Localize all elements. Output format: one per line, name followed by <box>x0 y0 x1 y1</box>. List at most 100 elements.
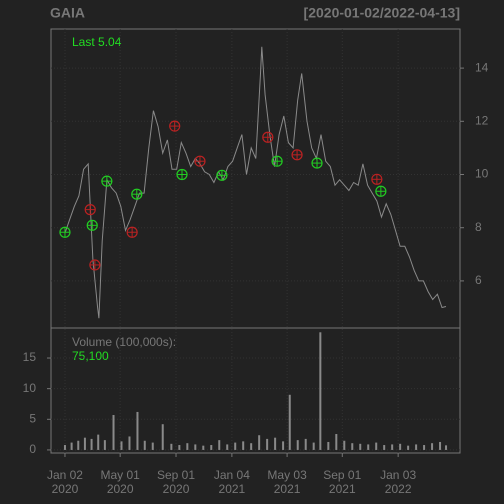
date-range: [2020-01-02/2022-04-13] <box>304 5 460 21</box>
y-tick-label: 6 <box>475 273 482 287</box>
volume-bar <box>83 437 86 450</box>
volume-bar <box>202 445 205 450</box>
x-tick-year: 2020 <box>163 482 190 496</box>
x-tick-label: Sep 01 <box>157 468 195 482</box>
volume-bar <box>143 440 146 450</box>
signal-marker <box>131 188 143 200</box>
volume-bar <box>266 438 269 450</box>
volume-bar <box>226 444 229 450</box>
x-tick-year: 2020 <box>107 482 134 496</box>
volume-bar <box>399 443 402 450</box>
volume-bar <box>367 444 370 450</box>
volume-bar <box>439 441 442 450</box>
x-tick-label: Sep 01 <box>323 468 361 482</box>
volume-bar <box>210 445 213 450</box>
volume-bar <box>77 440 80 450</box>
x-tick-year: 2022 <box>385 482 412 496</box>
signal-marker <box>194 155 206 167</box>
volume-bar <box>161 424 164 450</box>
volume-bar <box>90 438 93 450</box>
signal-marker <box>169 120 181 132</box>
volume-bar <box>242 441 245 450</box>
signal-marker <box>311 157 323 169</box>
y-tick-label: 15 <box>23 350 37 364</box>
volume-bar <box>288 394 291 450</box>
price-line <box>64 46 447 319</box>
y-tick-label: 8 <box>475 220 482 234</box>
volume-bar <box>415 444 418 450</box>
volume-bar <box>250 443 253 450</box>
y-tick-label: 14 <box>475 60 489 74</box>
signal-marker <box>126 226 138 238</box>
y-tick-label: 10 <box>475 167 489 181</box>
signal-marker <box>216 169 228 181</box>
signal-marker <box>271 155 283 167</box>
volume-bar <box>431 443 434 450</box>
volume-bar <box>128 436 131 450</box>
volume-bar <box>186 443 189 450</box>
volume-bar <box>136 411 139 450</box>
last-price: Last 5.04 <box>72 35 122 49</box>
volume-bar <box>112 415 115 450</box>
x-tick-year: 2021 <box>219 482 246 496</box>
volume-bar <box>218 440 221 450</box>
volume-bar <box>351 443 354 450</box>
x-tick-label: May 01 <box>100 468 140 482</box>
x-tick-year: 2020 <box>52 482 79 496</box>
volume-bar <box>423 445 426 450</box>
signal-marker <box>176 168 188 181</box>
x-tick-label: May 03 <box>267 468 307 482</box>
volume-bar <box>327 441 330 450</box>
volume-bar <box>383 445 386 450</box>
volume-bar <box>391 444 394 450</box>
price-panel <box>50 28 461 329</box>
volume-bar <box>170 443 173 450</box>
volume-bar <box>258 435 261 450</box>
signal-marker <box>262 131 274 143</box>
volume-title: Volume (100,000s): <box>72 335 176 349</box>
signal-marker <box>291 149 303 161</box>
signal-marker <box>375 185 387 197</box>
x-tick-year: 2021 <box>274 482 301 496</box>
signal-marker <box>86 219 98 231</box>
volume-bar <box>178 445 181 450</box>
volume-bar <box>274 437 277 450</box>
signal-marker <box>59 226 71 238</box>
signal-marker <box>101 175 113 187</box>
volume-bar <box>70 442 73 450</box>
signal-marker <box>84 204 96 216</box>
signal-marker <box>89 259 101 271</box>
y-tick-label: 12 <box>475 113 489 127</box>
x-tick-label: Jan 02 <box>47 468 83 482</box>
volume-bar <box>194 444 197 450</box>
volume-panel <box>50 327 461 454</box>
volume-bar <box>151 442 154 450</box>
y-tick-label: 10 <box>23 381 37 395</box>
signal-marker <box>371 173 383 185</box>
volume-bar <box>304 438 307 450</box>
volume-bar <box>296 440 299 450</box>
volume-bar <box>335 434 338 450</box>
volume-bar <box>407 445 410 450</box>
volume-bar <box>312 442 315 450</box>
volume-bar <box>63 445 66 450</box>
volume-bar <box>445 445 448 450</box>
volume-last: 75,100 <box>72 349 109 363</box>
chart-title: GAIA <box>50 5 85 21</box>
x-tick-label: Jan 03 <box>380 468 416 482</box>
y-tick-label: 5 <box>29 411 36 425</box>
volume-bar <box>282 441 285 450</box>
y-tick-label: 0 <box>29 442 36 456</box>
volume-bar <box>97 434 100 450</box>
volume-bar <box>375 442 378 450</box>
volume-bar <box>234 442 237 450</box>
x-tick-year: 2021 <box>329 482 356 496</box>
volume-bar <box>103 440 106 450</box>
x-tick-label: Jan 04 <box>214 468 250 482</box>
volume-bar <box>359 443 362 450</box>
volume-bar <box>120 441 123 450</box>
volume-bar <box>319 332 322 450</box>
volume-bar <box>343 440 346 450</box>
